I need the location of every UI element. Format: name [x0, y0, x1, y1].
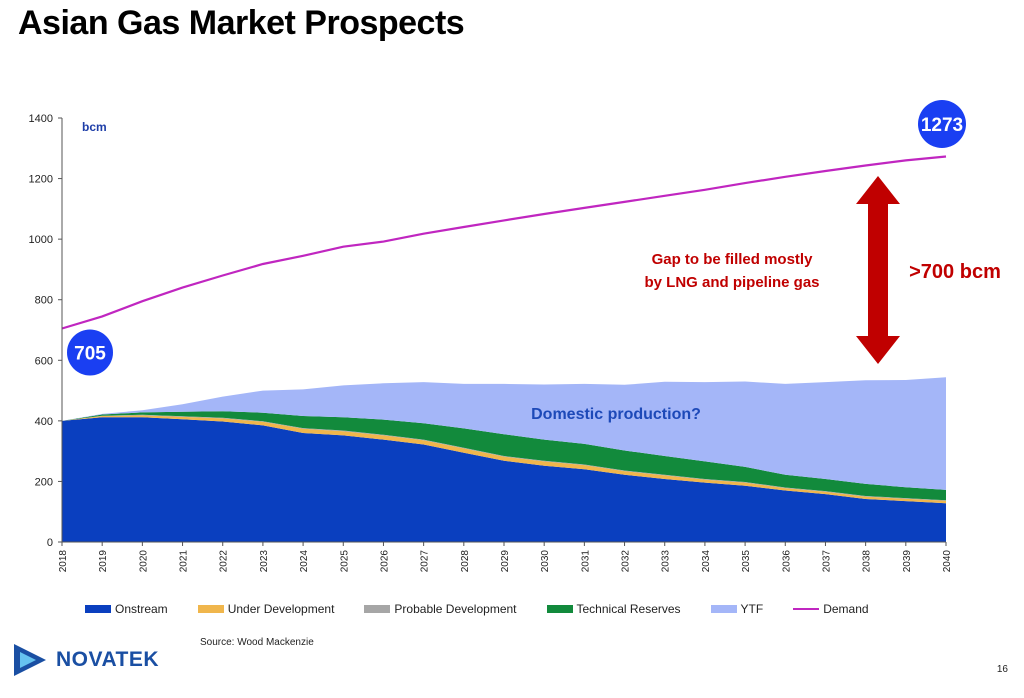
area-ytf — [62, 377, 946, 490]
domestic-production-label: Domestic production? — [531, 406, 701, 423]
legend-label: Onstream — [115, 602, 168, 616]
legend-label: Probable Development — [394, 602, 517, 616]
slide-title: Asian Gas Market Prospects — [18, 4, 465, 42]
legend-item: Probable Development — [364, 602, 517, 616]
x-tick-label: 2034 — [701, 550, 712, 573]
series-demand — [61, 155, 947, 330]
x-tick-label: 2020 — [138, 550, 149, 573]
chart-demand-line — [61, 155, 947, 330]
x-tick-label: 2026 — [379, 550, 390, 573]
gap-amount-label: >700 bcm — [909, 261, 1001, 283]
x-tick-label: 2030 — [540, 550, 551, 573]
legend-swatch — [710, 605, 737, 613]
area-onstream — [62, 417, 946, 542]
x-tick-label: 2039 — [902, 550, 913, 573]
page-number: 16 — [996, 664, 1008, 675]
y-tick-label: 800 — [35, 295, 53, 307]
legend-label: Demand — [823, 602, 869, 616]
logo-text: NOVATEK — [56, 648, 160, 671]
x-tick-label: 2035 — [741, 550, 752, 573]
legend-label: YTF — [740, 602, 764, 616]
legend-item: Under Development — [197, 602, 335, 616]
gap-label-line1: Gap to be filled mostly — [652, 251, 814, 268]
y-tick-label: 600 — [35, 355, 53, 367]
start-value-bubble — [67, 329, 113, 376]
x-tick-label: 2022 — [219, 550, 230, 573]
source-note: Source: Wood Mackenzie — [200, 637, 314, 648]
start-value-label: 705 — [74, 343, 106, 364]
chart-axes: 0 200 400 600 800 1000 1200 1400 2018 2019 2020 202… — [29, 113, 953, 572]
y-tick-label: 1200 — [29, 174, 53, 186]
chart-areas — [62, 377, 946, 542]
x-tick-label: 2019 — [98, 550, 109, 573]
x-tick-label: 2036 — [781, 550, 792, 573]
x-tick-label: 2028 — [460, 550, 471, 573]
logo-mark-icon — [14, 644, 46, 676]
legend-swatch — [197, 605, 224, 613]
x-tick-label: 2027 — [420, 550, 431, 573]
novatek-logo: NOVATEK — [12, 640, 159, 680]
legend-swatch — [793, 608, 820, 610]
x-tick-label: 2029 — [500, 550, 511, 573]
x-tick-label: 2037 — [821, 550, 832, 573]
end-value-label: 1273 — [921, 115, 963, 136]
y-tick-label: 400 — [35, 416, 53, 428]
x-tick-label: 2024 — [299, 550, 310, 573]
area-under-development — [62, 415, 946, 504]
end-value-bubble — [918, 100, 966, 148]
area-technical-reserves — [62, 411, 946, 501]
gap-double-arrow-icon — [856, 176, 900, 364]
x-tick-label: 2025 — [339, 550, 350, 573]
legend-swatch — [85, 605, 111, 613]
legend-label: Under Development — [227, 602, 335, 616]
x-tick-label: 2023 — [259, 550, 270, 573]
legend-label: Technical Reserves — [576, 602, 681, 616]
y-tick-label: 1400 — [29, 113, 53, 125]
x-tick-label: 2040 — [942, 550, 953, 573]
chart-legend: Onstream Under Development Probable Develo… — [85, 602, 899, 616]
y-axis-unit: bcm — [82, 120, 107, 134]
legend-item: Onstream — [85, 602, 168, 616]
legend-swatch — [364, 605, 391, 613]
x-tick-label: 2018 — [58, 550, 69, 573]
x-tick-label: 2021 — [179, 550, 190, 573]
y-tick-label: 200 — [35, 476, 53, 488]
legend-item: Technical Reserves — [546, 602, 681, 616]
legend-item: YTF — [710, 602, 764, 616]
x-tick-label: 2031 — [580, 550, 591, 573]
x-tick-label: 2038 — [862, 550, 873, 573]
legend-swatch — [546, 605, 573, 613]
y-tick-label: 0 — [47, 537, 53, 549]
x-tick-label: 2033 — [661, 550, 672, 573]
y-tick-label: 1000 — [29, 234, 53, 246]
x-tick-label: 2032 — [621, 550, 632, 573]
chart-annotations: 705 1273 Domestic production? Gap to be fil… — [67, 100, 1001, 423]
legend-item: Demand — [793, 602, 869, 616]
gap-label-line2: by LNG and pipeline gas — [644, 274, 819, 291]
chart: 0 200 400 600 800 1000 1200 1400 2018 2019 2020 202… — [29, 100, 1001, 572]
